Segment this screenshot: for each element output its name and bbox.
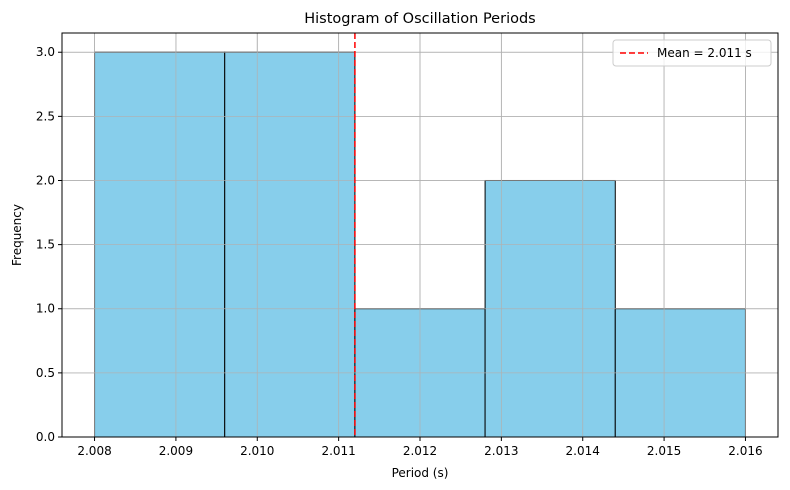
y-tick-label: 1.5: [36, 238, 55, 252]
y-axis-title: Frequency: [10, 204, 24, 266]
x-tick-label: 2.008: [77, 444, 111, 458]
x-tick-label: 2.010: [240, 444, 274, 458]
y-tick-label: 2.5: [36, 109, 55, 123]
x-tick-label: 2.013: [484, 444, 518, 458]
y-tick-label: 0.5: [36, 366, 55, 380]
legend-box: [612, 39, 772, 67]
x-tick-label: 2.012: [403, 444, 437, 458]
legend: Mean = 2.011 s: [612, 39, 772, 67]
x-tick-label: 2.014: [566, 444, 600, 458]
x-axis-title: Period (s): [392, 466, 449, 480]
legend-mean-label: Mean = 2.011 s: [657, 46, 752, 60]
y-tick-label: 3.0: [36, 45, 55, 59]
chart-title: Histogram of Oscillation Periods: [304, 11, 535, 27]
y-tick-label: 1.0: [36, 302, 55, 316]
x-tick-label: 2.009: [159, 444, 193, 458]
y-tick-label: 2.0: [36, 173, 55, 187]
x-tick-label: 2.015: [647, 444, 681, 458]
y-tick-label: 0.0: [36, 430, 55, 444]
x-tick-label: 2.016: [728, 444, 762, 458]
x-tick-label: 2.011: [321, 444, 355, 458]
